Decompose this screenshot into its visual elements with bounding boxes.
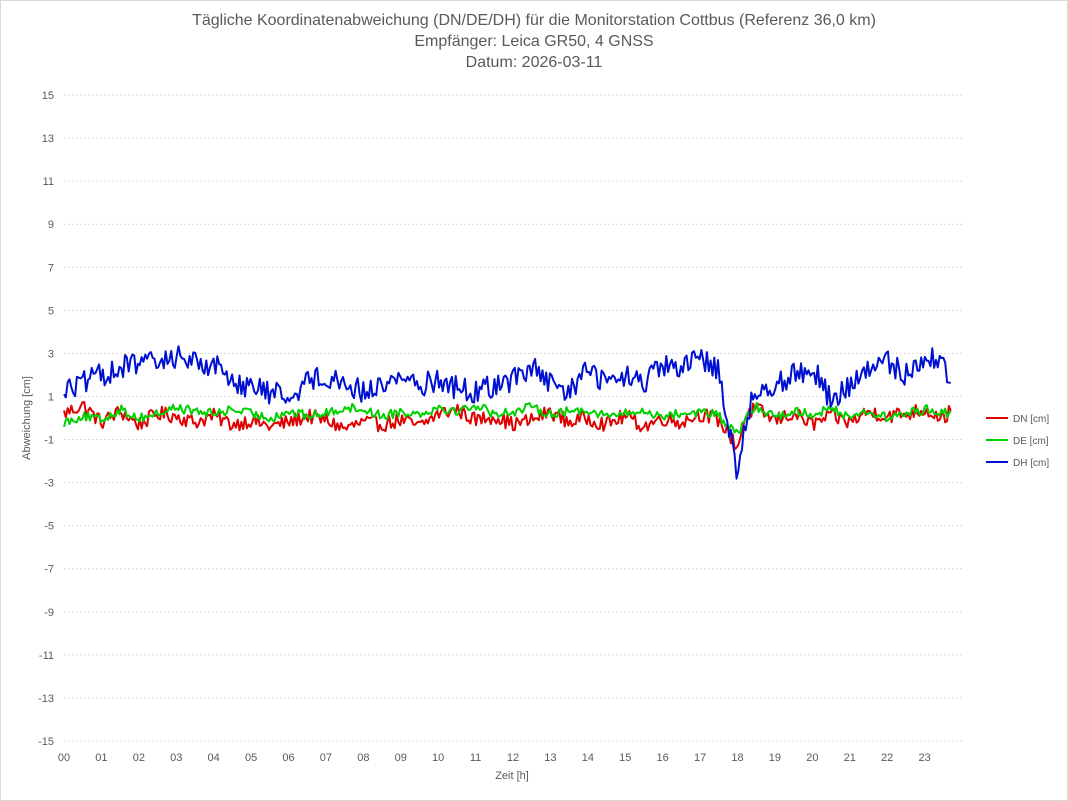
y-tick-label: 1 xyxy=(48,391,54,403)
legend-label: DN [cm] xyxy=(1013,414,1049,425)
x-tick-label: 16 xyxy=(657,752,669,764)
x-tick-label: 04 xyxy=(208,752,220,764)
y-axis-label: Abweichung [cm] xyxy=(21,376,33,460)
x-tick-label: 03 xyxy=(170,752,182,764)
x-tick-label: 23 xyxy=(918,752,930,764)
chart-subtitle: Empfänger: Leica GR50, 4 GNSS xyxy=(414,33,654,50)
x-tick-label: 20 xyxy=(806,752,818,764)
y-tick-label: -1 xyxy=(44,435,54,447)
y-tick-label: 15 xyxy=(42,90,54,102)
x-tick-label: 01 xyxy=(95,752,107,764)
y-tick-label: -13 xyxy=(38,693,54,705)
y-tick-label: -7 xyxy=(44,564,54,576)
y-tick-label: 3 xyxy=(48,348,54,360)
x-tick-label: 07 xyxy=(320,752,332,764)
y-tick-label: 13 xyxy=(42,133,54,145)
x-tick-label: 18 xyxy=(731,752,743,764)
y-tick-label: 9 xyxy=(48,219,54,231)
y-tick-label: 7 xyxy=(48,262,54,274)
series-line-de xyxy=(63,401,952,435)
chart-title-block: Tägliche Koordinatenabweichung (DN/DE/DH… xyxy=(0,10,1068,73)
series-lines xyxy=(63,345,952,480)
y-tick-label: 11 xyxy=(43,176,54,188)
x-tick-label: 00 xyxy=(58,752,70,764)
series-line-dh xyxy=(63,345,951,480)
x-tick-label: 09 xyxy=(395,752,407,764)
y-tick-label: -11 xyxy=(39,650,54,662)
x-axis-ticks: 00 01 02 03 04 05 06 07 08 09 10 11 12 13 14 15 16 17 18 19… xyxy=(58,752,931,764)
x-tick-label: 08 xyxy=(357,752,369,764)
x-axis-label: Zeit [h] xyxy=(495,770,529,782)
x-tick-label: 13 xyxy=(544,752,556,764)
legend-label: DH [cm] xyxy=(1013,458,1049,469)
x-tick-label: 02 xyxy=(133,752,145,764)
y-tick-label: -3 xyxy=(44,478,54,490)
y-tick-label: 5 xyxy=(48,305,54,317)
x-tick-label: 22 xyxy=(881,752,893,764)
x-tick-label: 14 xyxy=(582,752,594,764)
x-tick-label: 05 xyxy=(245,752,257,764)
x-tick-label: 10 xyxy=(432,752,444,764)
gridlines xyxy=(64,94,962,742)
x-tick-label: 12 xyxy=(507,752,519,764)
y-tick-label: -9 xyxy=(44,607,54,619)
x-tick-label: 17 xyxy=(694,752,706,764)
x-tick-label: 15 xyxy=(619,752,631,764)
y-tick-label: -5 xyxy=(44,521,54,533)
chart-date: Datum: 2026-03-11 xyxy=(465,54,603,71)
y-axis-ticks: 15 13 11 9 7 5 3 1 -1 -3 -5 -7 -9 -11 -13 -15 xyxy=(38,90,54,748)
x-tick-label: 11 xyxy=(470,752,481,764)
legend: DN [cm] DE [cm] DH [cm] xyxy=(986,414,1049,469)
chart-title: Tägliche Koordinatenabweichung (DN/DE/DH… xyxy=(192,12,876,29)
x-tick-label: 21 xyxy=(844,752,856,764)
legend-label: DE [cm] xyxy=(1013,436,1049,447)
y-tick-label: -15 xyxy=(38,736,54,748)
x-tick-label: 06 xyxy=(282,752,294,764)
x-tick-label: 19 xyxy=(769,752,781,764)
